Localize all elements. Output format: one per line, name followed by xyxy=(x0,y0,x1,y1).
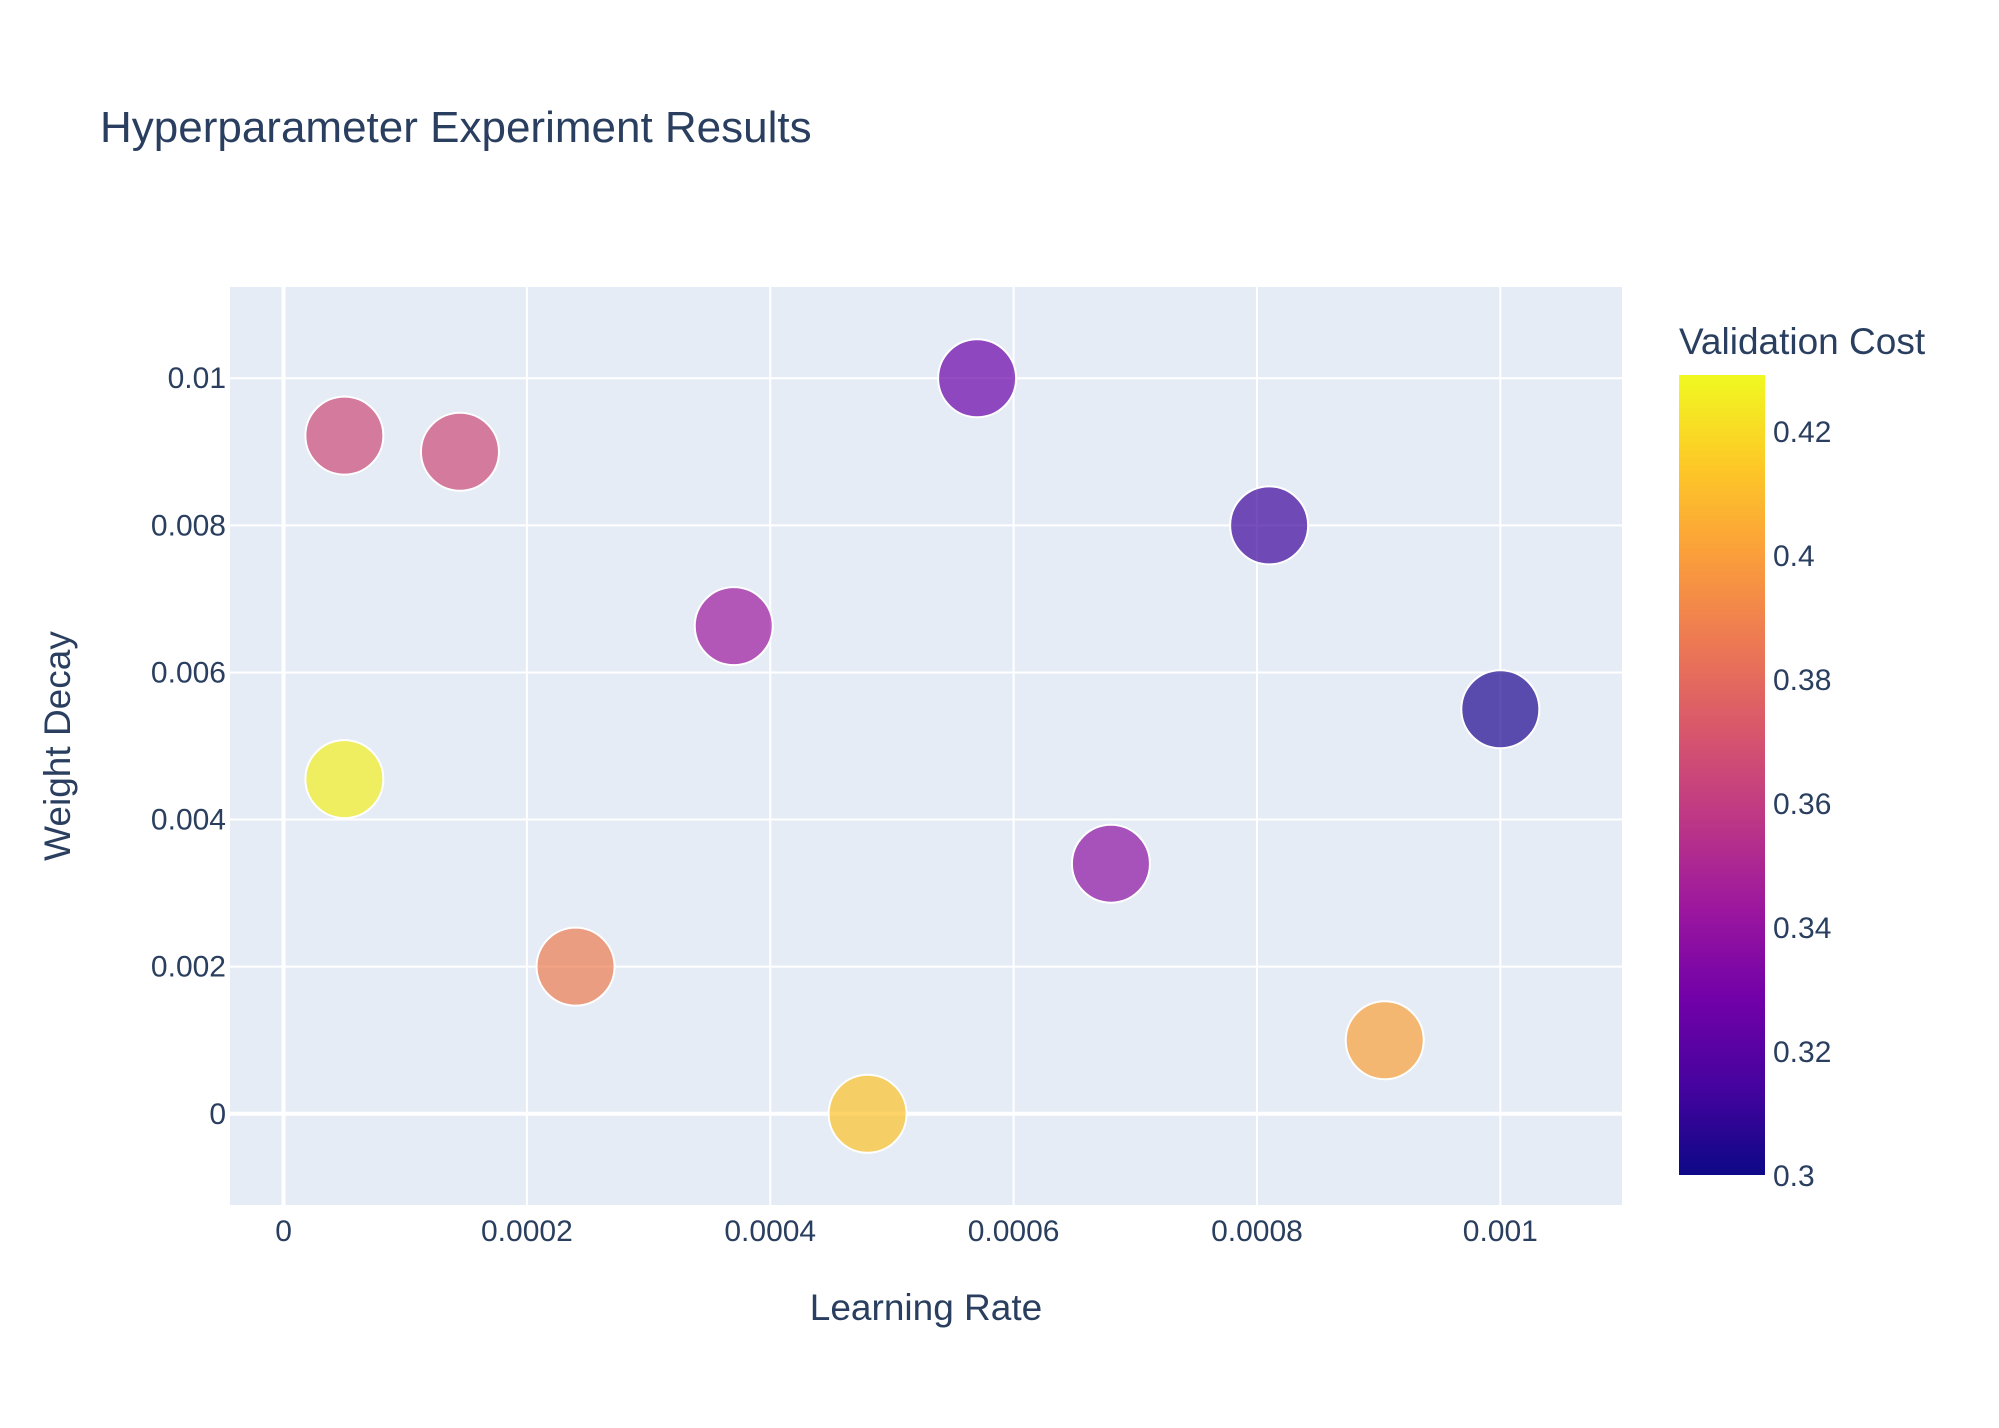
colorbar-tick-label: 0.42 xyxy=(1773,416,1831,449)
y-axis-title: Weight Decay xyxy=(37,631,78,861)
chart-title: Hyperparameter Experiment Results xyxy=(100,103,812,152)
data-point xyxy=(304,739,385,820)
data-point xyxy=(937,338,1018,419)
data-point xyxy=(1344,1000,1425,1081)
data-point xyxy=(693,586,774,667)
x-tick-label: 0.0006 xyxy=(968,1215,1060,1248)
colorbar-tick-label: 0.32 xyxy=(1773,1036,1831,1069)
colorbar-tick-label: 0.3 xyxy=(1773,1160,1815,1193)
colorbar-ticks: 0.3 0.32 0.34 0.36 0.38 0.4 0.42 xyxy=(1773,416,1831,1193)
colorbar-tick-label: 0.38 xyxy=(1773,664,1831,697)
colorbar-tick-label: 0.34 xyxy=(1773,912,1831,945)
data-point xyxy=(304,395,385,476)
colorbar-tick-label: 0.4 xyxy=(1773,540,1815,573)
grid-lines xyxy=(230,287,1622,1205)
x-tick-label: 0.0008 xyxy=(1211,1215,1303,1248)
x-tick-label: 0 xyxy=(275,1215,292,1248)
colorbar xyxy=(1679,375,1765,1175)
data-point xyxy=(419,411,500,492)
x-tick-label: 0.001 xyxy=(1463,1215,1538,1248)
y-axis-ticks: 0 0.002 0.004 0.006 0.008 0.01 xyxy=(151,362,226,1131)
data-point xyxy=(827,1073,908,1154)
y-tick-label: 0.002 xyxy=(151,951,226,984)
data-points xyxy=(304,338,1541,1154)
x-tick-label: 0.0004 xyxy=(724,1215,816,1248)
x-tick-label: 0.0002 xyxy=(481,1215,573,1248)
data-point xyxy=(535,926,616,1007)
y-tick-label: 0.01 xyxy=(168,362,226,395)
y-tick-label: 0.006 xyxy=(151,656,226,689)
y-tick-label: 0.008 xyxy=(151,509,226,542)
data-point xyxy=(1460,669,1541,750)
colorbar-tick-label: 0.36 xyxy=(1773,788,1831,821)
y-tick-label: 0.004 xyxy=(151,804,226,837)
colorbar-title: Validation Cost xyxy=(1679,321,1926,362)
y-tick-label: 0 xyxy=(209,1098,226,1131)
x-axis-ticks: 0 0.0002 0.0004 0.0006 0.0008 0.001 xyxy=(275,1215,1538,1248)
x-axis-title: Learning Rate xyxy=(810,1287,1042,1328)
data-point xyxy=(1070,823,1151,904)
data-point xyxy=(1229,485,1310,566)
